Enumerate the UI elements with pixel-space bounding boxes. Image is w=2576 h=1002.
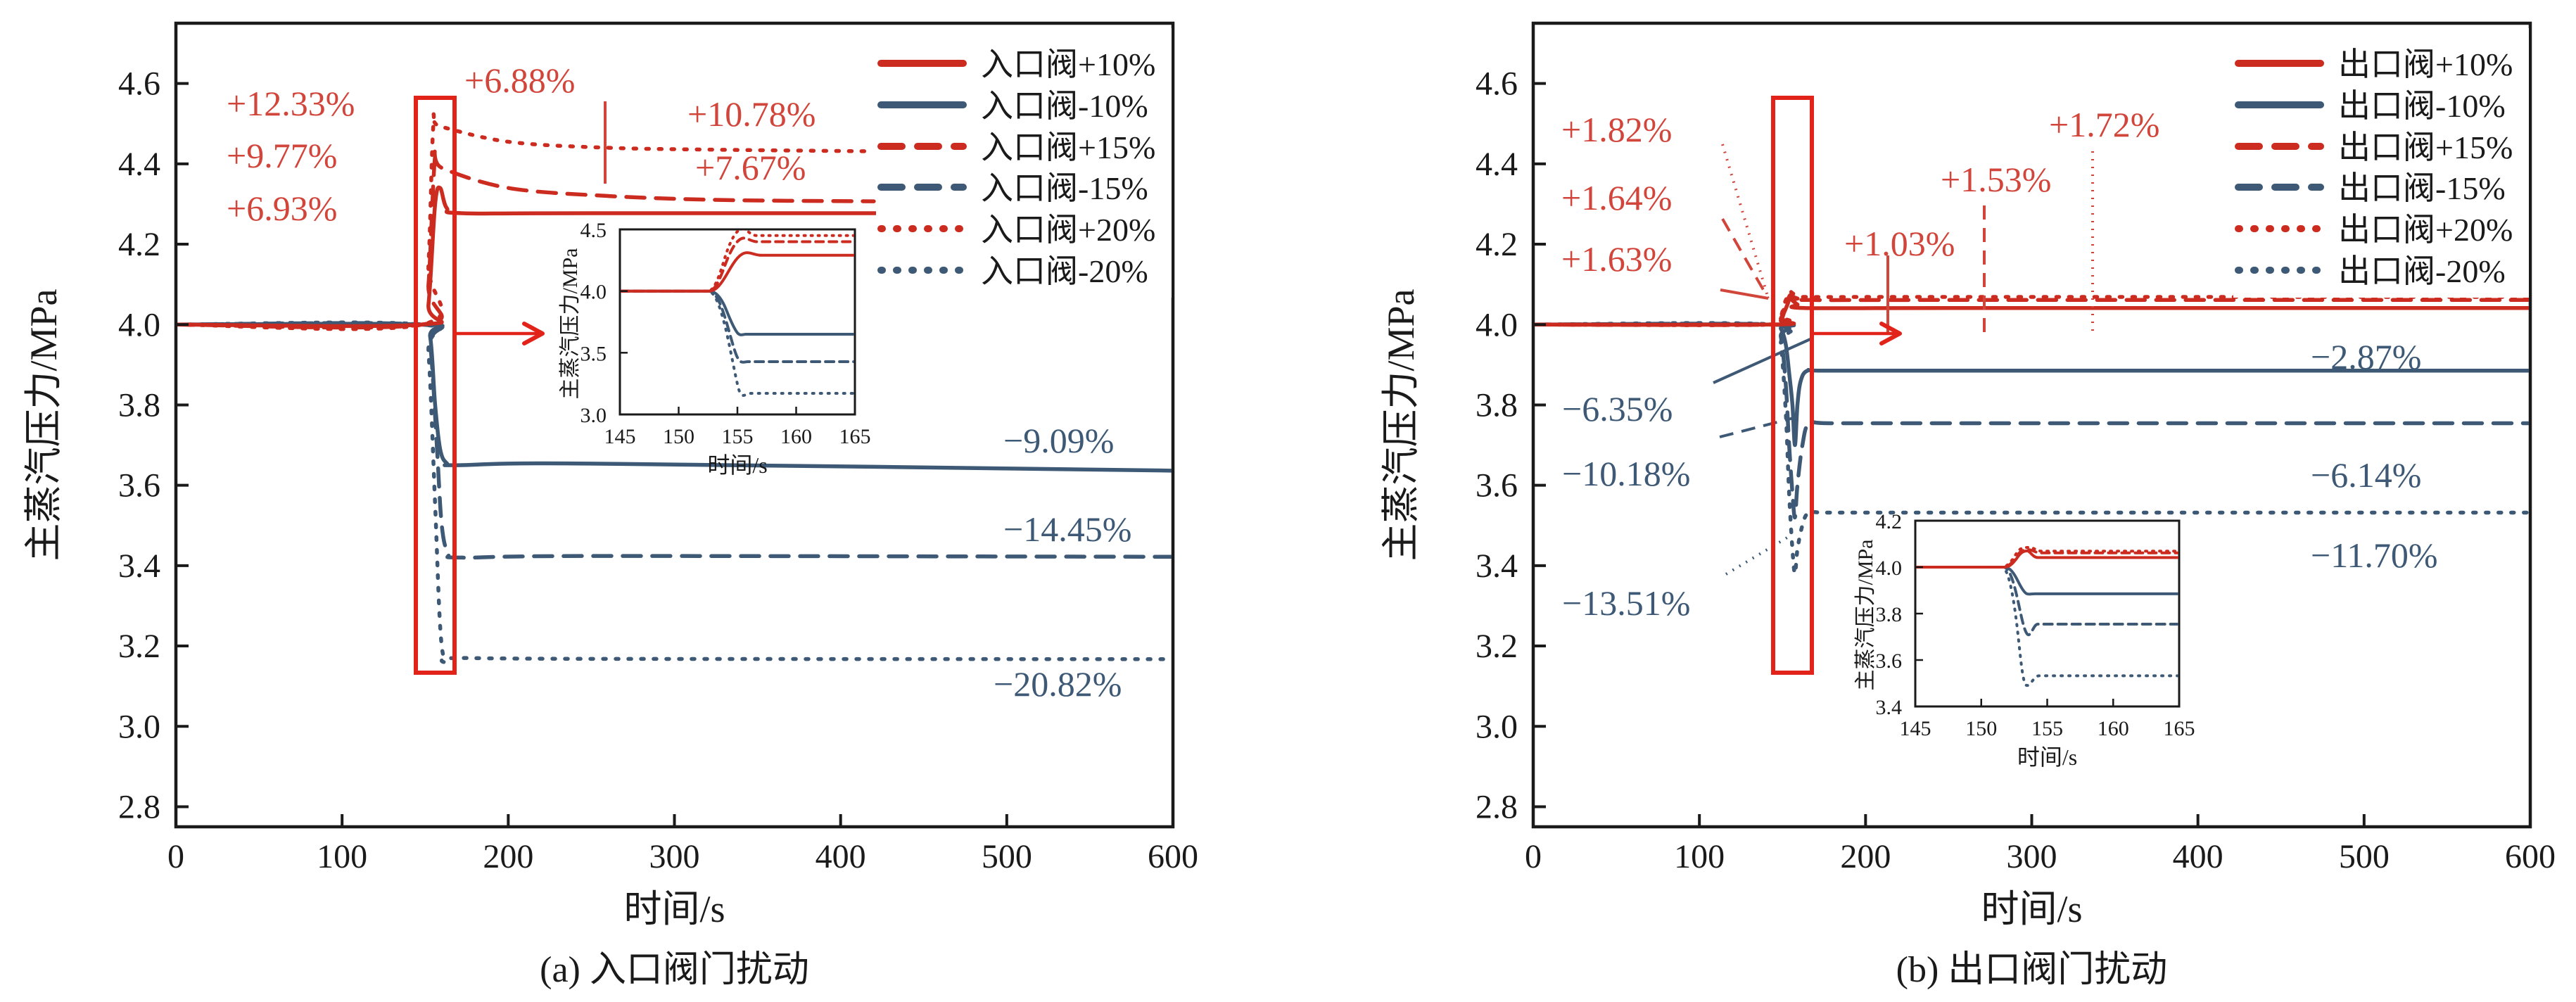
svg-text:400: 400 xyxy=(816,838,866,875)
svg-text:出口阀+10%: 出口阀+10% xyxy=(2338,46,2513,82)
svg-text:300: 300 xyxy=(2007,838,2057,875)
svg-text:+6.93%: +6.93% xyxy=(227,189,337,228)
svg-text:(b) 出口阀门扰动: (b) 出口阀门扰动 xyxy=(1896,950,2168,990)
svg-text:+1.82%: +1.82% xyxy=(1561,110,1672,149)
svg-text:+1.03%: +1.03% xyxy=(1844,224,1955,263)
svg-text:150: 150 xyxy=(663,425,694,448)
svg-text:(a) 入口阀门扰动: (a) 入口阀门扰动 xyxy=(540,950,809,990)
svg-text:3.4: 3.4 xyxy=(1476,547,1518,585)
svg-text:300: 300 xyxy=(649,838,700,875)
svg-text:入口阀-20%: 入口阀-20% xyxy=(981,253,1148,289)
svg-text:600: 600 xyxy=(1148,838,1198,875)
svg-text:−10.18%: −10.18% xyxy=(1562,454,1690,493)
svg-text:−2.87%: −2.87% xyxy=(2311,337,2421,376)
svg-text:−11.70%: −11.70% xyxy=(2311,535,2438,575)
svg-text:4.6: 4.6 xyxy=(1476,65,1518,103)
svg-text:3.5: 3.5 xyxy=(580,342,607,365)
svg-text:入口阀+15%: 入口阀+15% xyxy=(981,129,1155,165)
svg-text:−6.14%: −6.14% xyxy=(2311,455,2421,495)
svg-text:+1.72%: +1.72% xyxy=(2049,105,2159,144)
svg-text:入口阀+10%: 入口阀+10% xyxy=(981,46,1155,82)
svg-text:−13.51%: −13.51% xyxy=(1562,583,1690,623)
svg-text:4.6: 4.6 xyxy=(118,65,160,103)
svg-text:500: 500 xyxy=(2339,838,2390,875)
svg-text:+10.78%: +10.78% xyxy=(687,94,816,134)
svg-text:3.0: 3.0 xyxy=(118,708,160,745)
svg-text:+6.88%: +6.88% xyxy=(464,61,575,100)
svg-text:入口阀-15%: 入口阀-15% xyxy=(981,170,1148,206)
svg-text:150: 150 xyxy=(1965,717,1997,740)
svg-text:4.0: 4.0 xyxy=(580,281,607,304)
svg-text:3.6: 3.6 xyxy=(1876,649,1903,673)
svg-text:600: 600 xyxy=(2505,838,2556,875)
svg-text:155: 155 xyxy=(2031,717,2063,740)
svg-text:4.4: 4.4 xyxy=(118,146,160,183)
svg-text:4.2: 4.2 xyxy=(1876,510,1903,533)
svg-text:155: 155 xyxy=(722,425,754,448)
svg-text:4.0: 4.0 xyxy=(118,306,160,343)
svg-text:主蒸汽压力/MPa: 主蒸汽压力/MPa xyxy=(23,288,65,561)
svg-text:+1.53%: +1.53% xyxy=(1941,160,2051,199)
svg-text:4.0: 4.0 xyxy=(1876,557,1903,580)
svg-text:2.8: 2.8 xyxy=(1476,788,1518,825)
svg-text:主蒸汽压力/MPa: 主蒸汽压力/MPa xyxy=(559,248,582,399)
svg-text:3.0: 3.0 xyxy=(580,404,607,427)
svg-text:−9.09%: −9.09% xyxy=(1003,421,1114,460)
svg-text:−6.35%: −6.35% xyxy=(1562,389,1673,429)
svg-text:4.2: 4.2 xyxy=(118,226,160,263)
svg-text:3.8: 3.8 xyxy=(1876,603,1903,626)
svg-text:165: 165 xyxy=(839,425,871,448)
svg-text:+1.64%: +1.64% xyxy=(1561,178,1672,217)
svg-text:入口阀+20%: 入口阀+20% xyxy=(981,212,1155,248)
svg-text:−14.45%: −14.45% xyxy=(1003,509,1131,549)
svg-text:165: 165 xyxy=(2164,717,2195,740)
svg-text:2.8: 2.8 xyxy=(118,788,160,825)
svg-text:0: 0 xyxy=(1525,838,1542,875)
svg-text:主蒸汽压力/MPa: 主蒸汽压力/MPa xyxy=(1854,539,1877,690)
svg-text:4.4: 4.4 xyxy=(1476,146,1518,183)
svg-text:时间/s: 时间/s xyxy=(623,888,725,930)
svg-text:100: 100 xyxy=(1674,838,1725,875)
svg-text:200: 200 xyxy=(483,838,533,875)
svg-text:+9.77%: +9.77% xyxy=(227,136,337,175)
svg-text:3.8: 3.8 xyxy=(1476,386,1518,424)
svg-text:3.4: 3.4 xyxy=(118,547,160,585)
svg-text:400: 400 xyxy=(2173,838,2223,875)
svg-text:4.5: 4.5 xyxy=(580,219,607,242)
svg-text:+12.33%: +12.33% xyxy=(227,84,355,123)
svg-text:+1.63%: +1.63% xyxy=(1561,239,1672,279)
svg-text:入口阀-10%: 入口阀-10% xyxy=(981,88,1148,124)
svg-text:时间/s: 时间/s xyxy=(2017,744,2077,770)
svg-text:145: 145 xyxy=(604,425,636,448)
svg-text:3.2: 3.2 xyxy=(1476,628,1518,665)
svg-text:主蒸汽压力/MPa: 主蒸汽压力/MPa xyxy=(1380,288,1422,561)
svg-text:3.6: 3.6 xyxy=(1476,467,1518,505)
svg-text:出口阀-15%: 出口阀-15% xyxy=(2338,170,2506,206)
svg-text:3.2: 3.2 xyxy=(118,628,160,665)
svg-text:500: 500 xyxy=(982,838,1032,875)
svg-text:3.4: 3.4 xyxy=(1876,696,1903,719)
svg-text:160: 160 xyxy=(780,425,812,448)
svg-text:时间/s: 时间/s xyxy=(1981,888,2082,930)
svg-text:3.8: 3.8 xyxy=(118,386,160,424)
svg-text:出口阀+15%: 出口阀+15% xyxy=(2338,129,2513,165)
svg-text:时间/s: 时间/s xyxy=(707,452,767,478)
svg-text:3.0: 3.0 xyxy=(1476,708,1518,745)
svg-text:160: 160 xyxy=(2098,717,2129,740)
svg-text:200: 200 xyxy=(1840,838,1891,875)
svg-text:145: 145 xyxy=(1900,717,1931,740)
svg-text:出口阀+20%: 出口阀+20% xyxy=(2338,212,2513,248)
svg-text:+7.67%: +7.67% xyxy=(695,148,806,187)
svg-text:3.6: 3.6 xyxy=(118,467,160,505)
svg-text:4.0: 4.0 xyxy=(1476,306,1518,343)
svg-text:0: 0 xyxy=(167,838,184,875)
svg-text:100: 100 xyxy=(317,838,367,875)
svg-text:出口阀-20%: 出口阀-20% xyxy=(2338,253,2506,289)
svg-text:出口阀-10%: 出口阀-10% xyxy=(2338,88,2506,124)
svg-text:−20.82%: −20.82% xyxy=(994,664,1122,704)
svg-text:4.2: 4.2 xyxy=(1476,226,1518,263)
